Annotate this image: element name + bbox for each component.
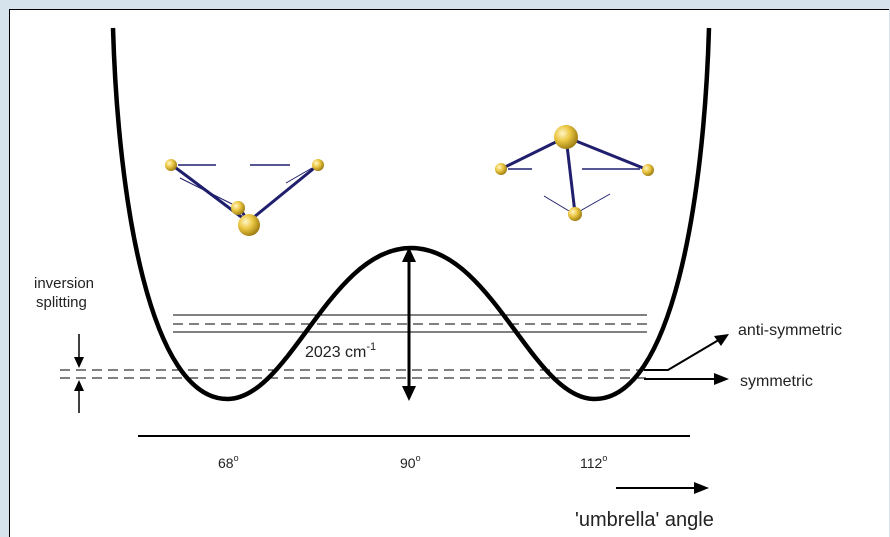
atom-h-right-3	[568, 207, 582, 221]
tick-68: 68o	[218, 453, 239, 471]
symmetric-arrow	[644, 373, 729, 385]
inversion-label-2: splitting	[36, 294, 87, 311]
antisymmetric-label: anti-symmetric	[738, 322, 842, 339]
barrier-label: 2023 cm-1	[305, 341, 376, 361]
atom-h-left-3	[231, 201, 245, 215]
atom-h-right-1	[495, 163, 507, 175]
atom-h-left-1	[165, 159, 177, 171]
axis-direction-arrow	[616, 482, 709, 494]
molecule-left	[165, 159, 324, 236]
inversion-label-1: inversion	[34, 275, 94, 292]
tick-112: 112o	[580, 453, 607, 471]
atom-n-right	[554, 125, 578, 149]
molecule-right	[495, 125, 654, 221]
atom-h-left-2	[312, 159, 324, 171]
tick-90: 90o	[400, 453, 421, 471]
atom-h-right-2	[642, 164, 654, 176]
potential-curve	[110, 27, 712, 402]
antisymmetric-arrow	[644, 334, 729, 371]
barrier-arrow	[402, 247, 416, 401]
inversion-arrows	[74, 334, 84, 413]
axis-title: 'umbrella' angle	[575, 509, 714, 531]
symmetric-label: symmetric	[740, 373, 813, 390]
diagram-frame	[9, 9, 889, 537]
atom-n-left	[238, 214, 260, 236]
